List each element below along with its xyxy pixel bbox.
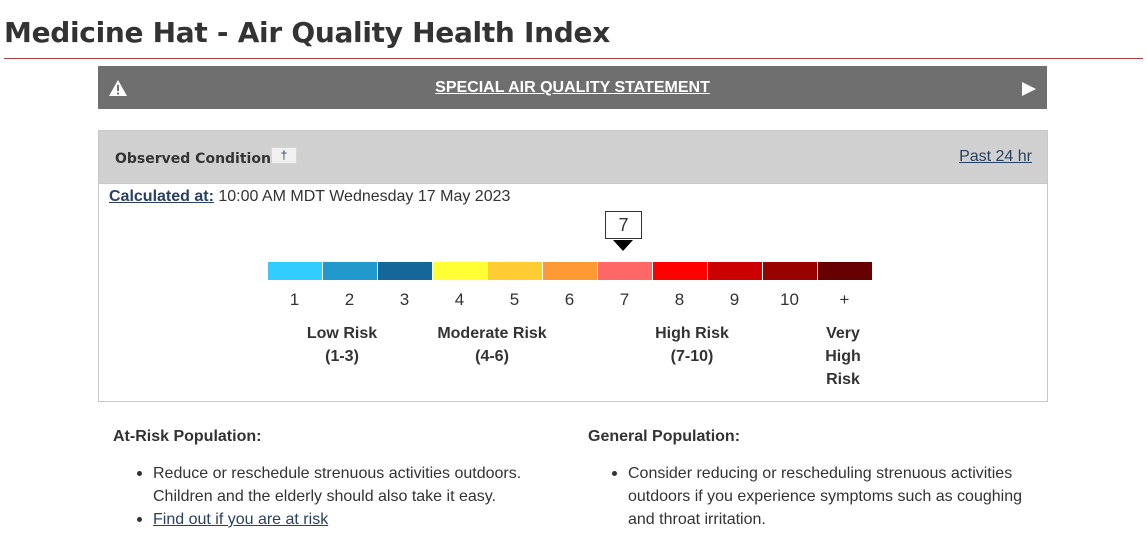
- special-statement-link[interactable]: SPECIAL AIR QUALITY STATEMENT: [435, 79, 710, 96]
- list-item: Reduce or reschedule strenuous activitie…: [137, 462, 543, 508]
- scale-label-7: 7: [619, 290, 630, 309]
- risk-high: High Risk (7-10): [642, 322, 742, 368]
- risk-high-range: (7-10): [670, 348, 714, 365]
- scale-segment-+: [818, 262, 872, 280]
- calculated-at-link[interactable]: Calculated at:: [109, 188, 214, 205]
- scale-label-9: 9: [729, 290, 740, 309]
- scale-segment-5: [488, 262, 542, 280]
- scale-segment-3: [378, 262, 432, 280]
- special-statement-banner[interactable]: SPECIAL AIR QUALITY STATEMENT: [98, 66, 1047, 109]
- scale-label-2: 2: [344, 290, 355, 309]
- scale-label-8: 8: [674, 290, 685, 309]
- calculated-at-value: 10:00 AM MDT Wednesday 17 May 2023: [213, 188, 511, 205]
- scale-label-3: 3: [399, 290, 410, 309]
- risk-very-high: Very High Risk: [825, 325, 861, 388]
- risk-moderate-name: Moderate Risk: [437, 325, 547, 342]
- scale-label-+: +: [839, 290, 850, 309]
- past-24hr-link[interactable]: Past 24 hr: [959, 148, 1032, 165]
- general-population-list: Consider reducing or rescheduling strenu…: [612, 462, 1038, 531]
- scale-segment-6: [543, 262, 597, 280]
- scale-segment-8: [653, 262, 707, 280]
- risk-low-range: (1-3): [325, 348, 359, 365]
- warning-icon: [109, 80, 127, 96]
- scale-label-5: 5: [509, 290, 520, 309]
- scale-label-1: 1: [289, 290, 300, 309]
- risk-low: Low Risk (1-3): [297, 322, 387, 368]
- scale-label-6: 6: [564, 290, 575, 309]
- title-rule: [4, 58, 1143, 59]
- at-risk-list: Reduce or reschedule strenuous activitie…: [137, 462, 543, 531]
- at-risk-heading: At-Risk Population:: [113, 428, 262, 445]
- calculated-at-row: Calculated at: 10:00 AM MDT Wednesday 17…: [109, 188, 510, 206]
- risk-high-name: High Risk: [655, 325, 729, 342]
- general-population-heading: General Population:: [588, 428, 741, 445]
- list-item: Find out if you are at risk: [137, 508, 543, 531]
- scale-segment-2: [323, 262, 377, 280]
- footnote-button[interactable]: †: [271, 147, 297, 164]
- scale-label-10: 10: [780, 290, 799, 309]
- observed-conditions-title: Observed Conditions: [115, 151, 280, 167]
- find-out-risk-link[interactable]: Find out if you are at risk: [153, 511, 329, 528]
- scale-segment-7: [598, 262, 652, 280]
- marker-arrow-icon: [613, 240, 633, 251]
- scale-segment-9: [708, 262, 762, 280]
- scale-segment-1: [268, 262, 322, 280]
- list-item: Consider reducing or rescheduling strenu…: [612, 462, 1038, 531]
- panel-heading: Observed Conditions † Past 24 hr: [99, 131, 1047, 184]
- scale-label-4: 4: [454, 290, 465, 309]
- play-icon[interactable]: [1021, 81, 1037, 97]
- scale-segment-10: [763, 262, 817, 280]
- current-aqhi-marker: 7: [605, 211, 642, 239]
- scale-segment-4: [433, 262, 487, 280]
- risk-moderate-range: (4-6): [475, 348, 509, 365]
- risk-low-name: Low Risk: [306, 325, 378, 342]
- page-title: Medicine Hat - Air Quality Health Index: [4, 16, 610, 49]
- risk-moderate: Moderate Risk (4-6): [427, 322, 557, 368]
